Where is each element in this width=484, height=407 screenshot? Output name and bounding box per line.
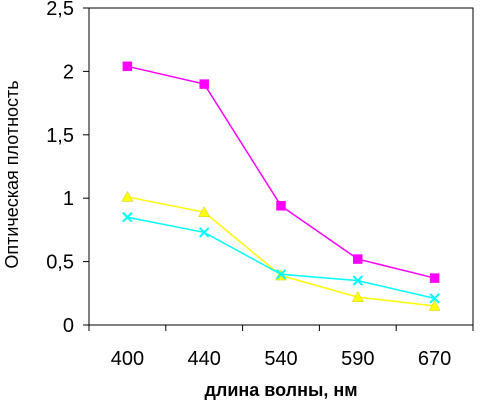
y-axis: 0 0,5 1 1,5 2 2,5 (46, 0, 89, 337)
data-point (276, 201, 286, 211)
plot-frame (88, 7, 474, 326)
data-point (275, 269, 287, 280)
series-line (127, 216, 435, 300)
series-layer (121, 61, 441, 311)
x-tick-label: 440 (188, 348, 221, 370)
x-axis: 400 440 540 590 670 (88, 325, 474, 370)
y-tick-label: 2 (63, 61, 74, 83)
y-tick-label: 0 (63, 315, 74, 337)
data-point (428, 299, 441, 311)
y-axis-title: Оптическая плотность (2, 80, 22, 268)
data-point (122, 212, 133, 223)
x-tick-label: 670 (418, 348, 451, 370)
x-tick-label: 400 (111, 348, 144, 370)
y-tick-label: 1 (63, 188, 74, 210)
data-point (352, 275, 364, 286)
series-line (127, 65, 435, 279)
x-tick-label: 540 (264, 348, 297, 370)
series-3 (122, 212, 440, 304)
y-tick-label: 2,5 (46, 0, 74, 20)
data-point (122, 61, 133, 72)
series-line (127, 196, 435, 307)
data-point (198, 227, 210, 238)
data-point (199, 79, 209, 89)
x-tick-label: 590 (341, 348, 374, 370)
data-point (198, 206, 211, 217)
data-point (353, 254, 363, 264)
y-tick-label: 0,5 (46, 252, 74, 274)
data-point (429, 293, 440, 304)
data-point (351, 291, 364, 302)
data-point (429, 273, 440, 283)
plot-area (88, 7, 474, 326)
y-tick-label: 1,5 (46, 125, 74, 147)
series-1 (122, 61, 440, 283)
data-point (121, 190, 134, 202)
x-axis-title: длина волны, нм (204, 380, 357, 400)
